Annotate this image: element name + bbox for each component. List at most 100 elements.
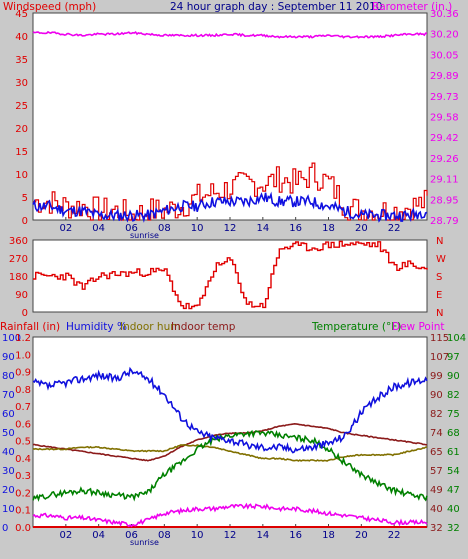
y-tick-label: 107 (430, 352, 449, 363)
humidity-legend: Humidity % (66, 321, 127, 333)
y-tick-label: 20 (15, 124, 28, 135)
y-tick-label: 90 (447, 371, 460, 382)
y-tick-label: 74 (430, 428, 443, 439)
axis-ticks: 45403530252015105030.3630.2030.0529.8929… (2, 9, 466, 541)
data-series (32, 30, 428, 528)
y-tick-label: 100 (2, 333, 21, 344)
barometer-series-line (32, 30, 428, 39)
y-tick-label: N (436, 308, 443, 319)
y-tick-label: 40 (15, 32, 28, 43)
y-tick-label: 29.73 (430, 92, 459, 103)
y-tick-label: 0 (2, 523, 8, 534)
y-tick-label: 104 (447, 333, 466, 344)
sunrise-label-bottom: sunrise (130, 538, 159, 547)
y-tick-label: 90 (15, 290, 28, 301)
rain-tick-label: 0.5 (15, 437, 31, 448)
y-tick-label: 28.79 (430, 216, 459, 227)
x-tick-label: 22 (388, 223, 401, 234)
y-tick-label: 29.11 (430, 175, 459, 186)
y-tick-label: W (436, 254, 446, 265)
x-tick-label: 16 (289, 223, 302, 234)
y-tick-label: 32 (430, 523, 443, 534)
x-tick-label: 06 (125, 530, 138, 541)
y-tick-label: 5 (22, 193, 28, 204)
rainfall-legend: Rainfall (in) (0, 321, 60, 333)
x-tick-label: 10 (191, 223, 204, 234)
y-tick-label: 20 (2, 485, 15, 496)
sunrise-label-top: sunrise (130, 231, 159, 240)
x-tick-label: 06 (125, 223, 138, 234)
y-tick-label: 40 (2, 447, 15, 458)
y-tick-label: 32 (447, 523, 460, 534)
y-tick-label: 60 (2, 409, 15, 420)
y-tick-label: 68 (447, 428, 460, 439)
windspeed-axis-label: Windspeed (mph) (3, 1, 96, 13)
x-tick-label: 12 (224, 530, 237, 541)
y-tick-label: 30 (15, 78, 28, 89)
y-tick-label: 29.58 (430, 113, 459, 124)
y-tick-label: 30 (2, 466, 15, 477)
rain-tick-label: 1.2 (15, 333, 31, 344)
windspeed-series-line (33, 162, 428, 221)
y-tick-label: 61 (447, 447, 460, 458)
panel-direction-frame (32, 239, 428, 313)
rain-tick-label: 1.0 (15, 350, 31, 361)
y-tick-label: 82 (430, 409, 443, 420)
y-tick-label: 29.89 (430, 71, 459, 82)
x-tick-label: 10 (191, 530, 204, 541)
y-tick-label: 25 (15, 101, 28, 112)
y-tick-label: 57 (430, 466, 443, 477)
x-tick-label: 14 (256, 530, 269, 541)
y-tick-label: N (436, 236, 443, 247)
y-tick-label: 49 (430, 485, 443, 496)
y-tick-label: E (436, 290, 442, 301)
y-tick-label: 65 (430, 447, 443, 458)
y-tick-label: 10 (15, 170, 28, 181)
rain-tick-label: 0.4 (15, 454, 31, 465)
temperature-series-line (32, 429, 428, 502)
x-tick-label: 02 (59, 530, 72, 541)
rain-tick-label: 0.3 (15, 471, 31, 482)
panel-wind-baro-frame (32, 12, 428, 221)
indoor-temp-legend: Indoor temp (171, 321, 236, 333)
x-tick-label: 18 (322, 223, 335, 234)
y-tick-label: 97 (447, 352, 460, 363)
x-tick-label: 22 (388, 530, 401, 541)
y-tick-label: 15 (15, 147, 28, 158)
y-tick-label: 99 (430, 371, 443, 382)
y-tick-label: 28.95 (430, 195, 459, 206)
y-tick-label: 82 (447, 390, 460, 401)
y-tick-label: 90 (2, 352, 15, 363)
x-tick-label: 02 (59, 223, 72, 234)
y-tick-label: 90 (430, 390, 443, 401)
y-tick-label: 80 (2, 371, 15, 382)
y-tick-label: 40 (430, 504, 443, 515)
y-tick-label: S (436, 272, 442, 283)
indoor-hum-legend: Indoor hum (120, 321, 180, 333)
dew-point-series-line (32, 502, 428, 528)
rain-tick-label: 0.8 (15, 385, 31, 396)
y-tick-label: 180 (9, 272, 28, 283)
x-tick-label: 08 (158, 223, 171, 234)
x-tick-label: 04 (92, 223, 105, 234)
rain-tick-label: 0.9 (15, 368, 31, 379)
y-tick-label: 75 (447, 409, 460, 420)
y-tick-label: 10 (2, 504, 15, 515)
rain-tick-label: 0.2 (15, 488, 31, 499)
y-tick-label: 360 (9, 236, 28, 247)
chart-title: 24 hour graph day : September 11 2010 (170, 1, 382, 13)
y-tick-label: 47 (447, 485, 460, 496)
x-tick-label: 12 (224, 223, 237, 234)
x-tick-label: 16 (289, 530, 302, 541)
y-tick-label: 30.05 (430, 50, 459, 61)
x-tick-label: 14 (256, 223, 269, 234)
y-tick-label: 0 (22, 216, 28, 227)
temperature-legend: Temperature (°F) (311, 321, 401, 333)
x-tick-label: 20 (355, 223, 368, 234)
y-tick-label: 70 (2, 390, 15, 401)
rain-tick-label: 0.7 (15, 402, 31, 413)
y-tick-label: 40 (447, 504, 460, 515)
barometer-axis-label: Barometer (in.) (372, 1, 452, 13)
